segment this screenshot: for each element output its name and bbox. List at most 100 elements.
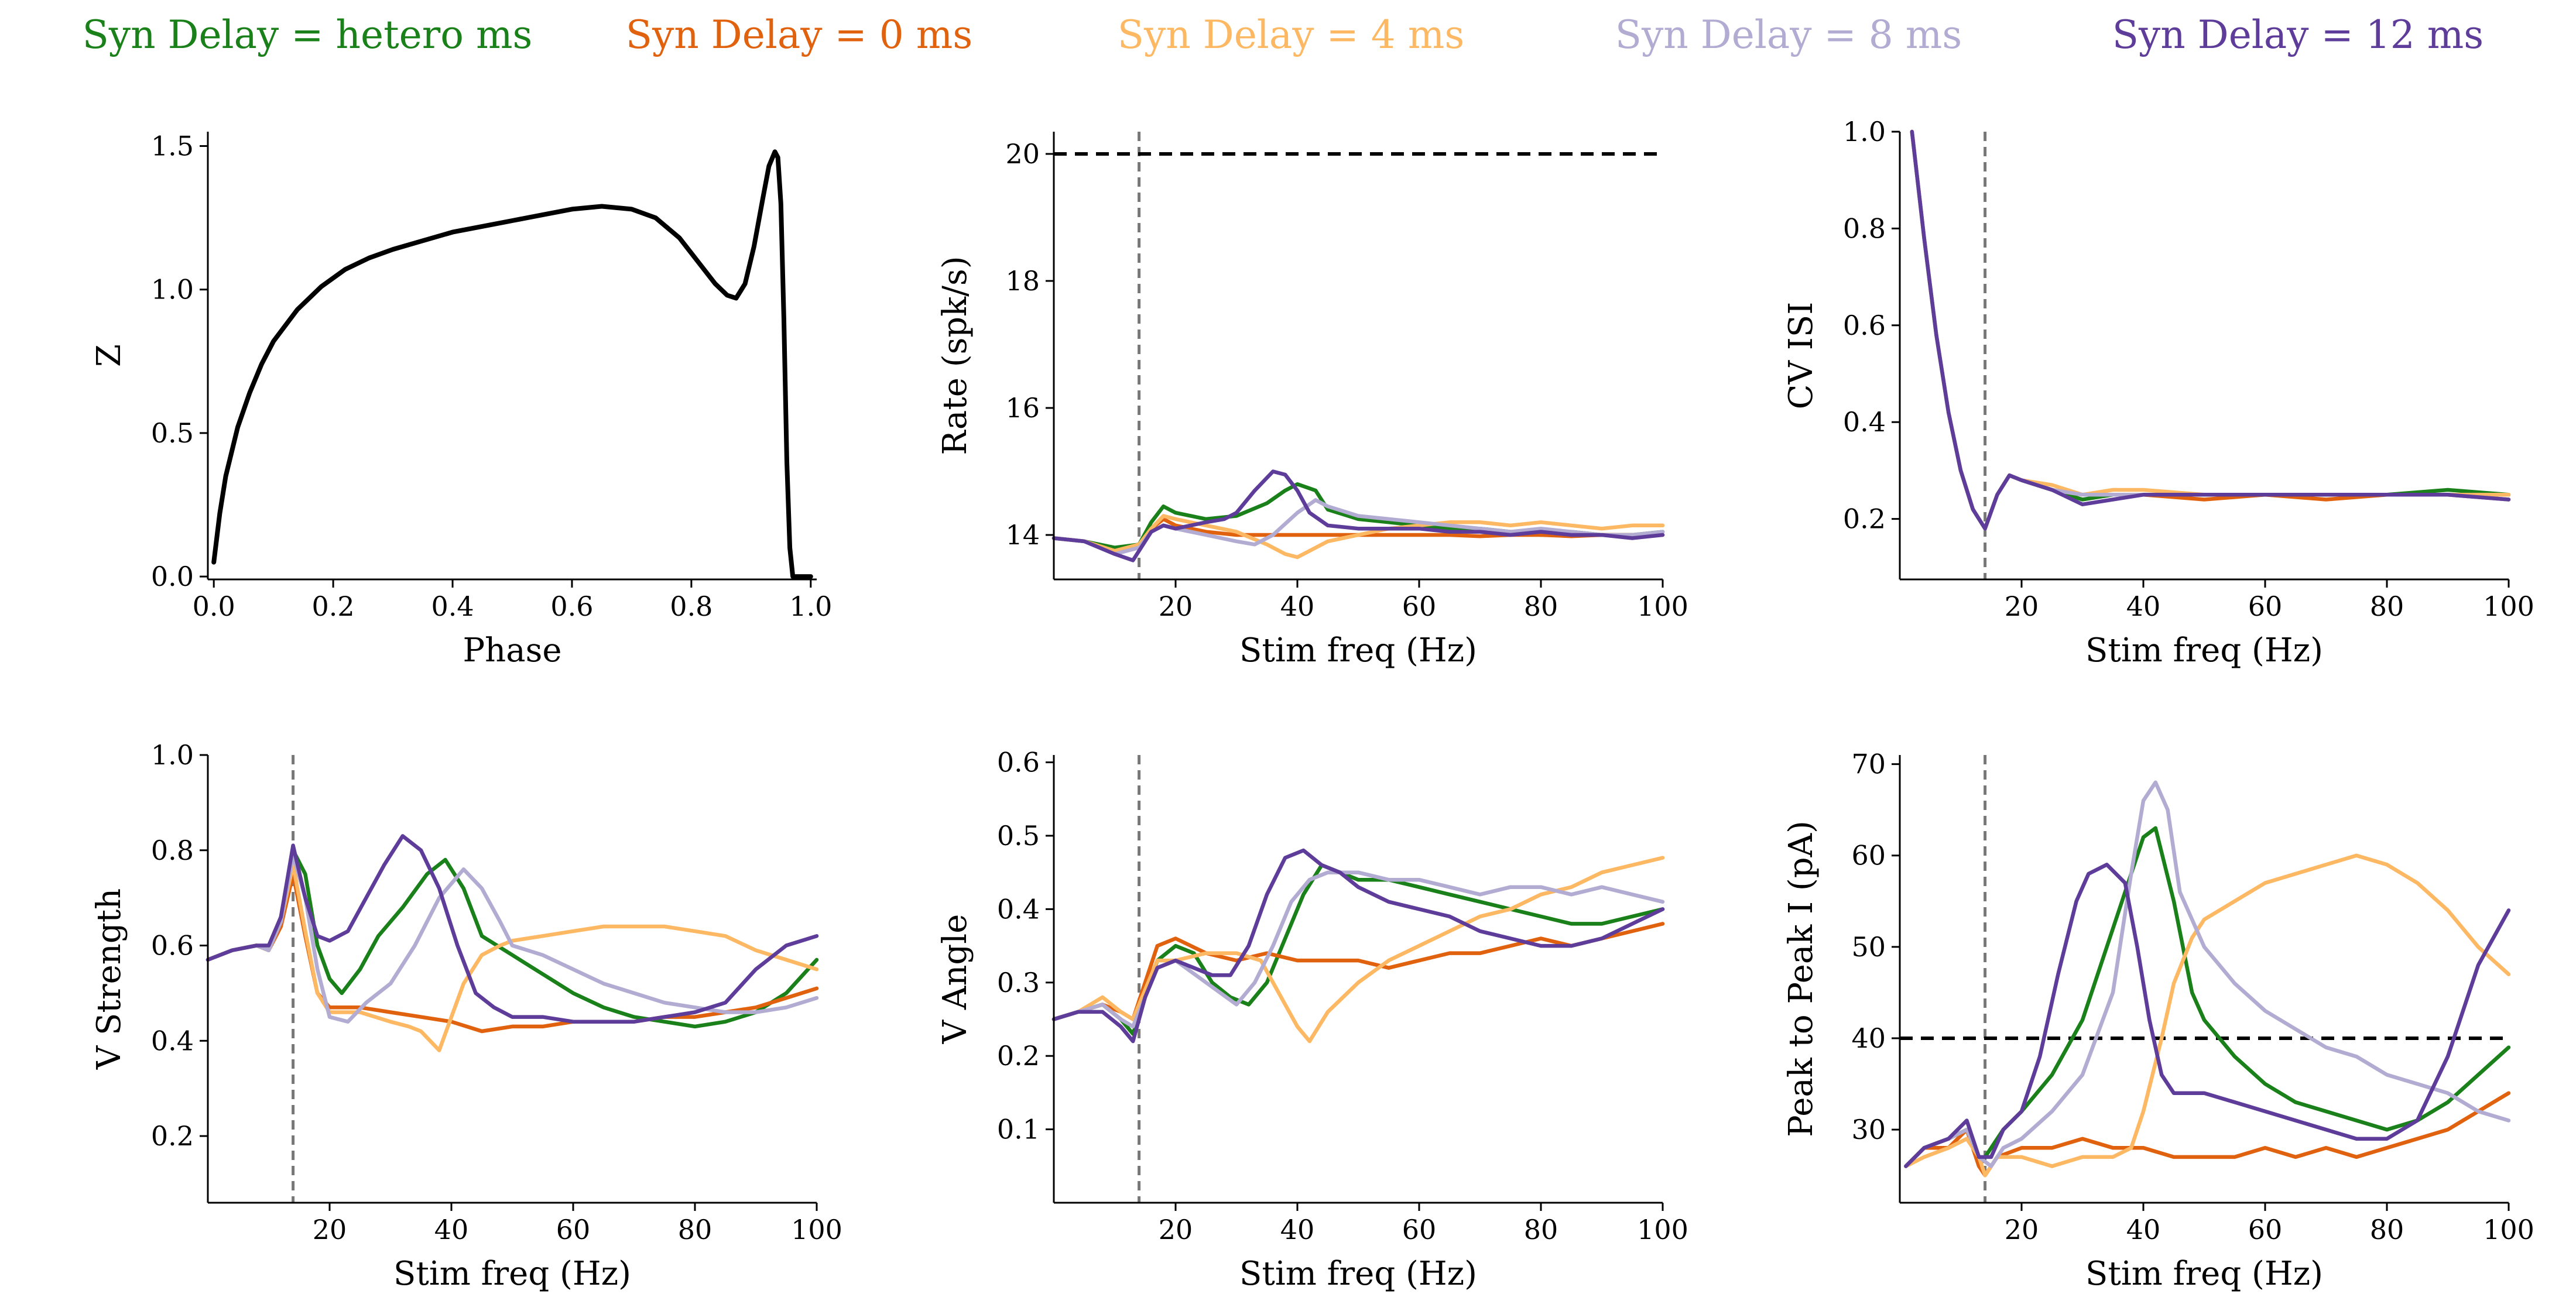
legend: Syn Delay = hetero ms Syn Delay = 0 ms Syn… <box>83 12 2484 57</box>
x-tick-label: 20 <box>2005 591 2039 622</box>
x-tick-label: 100 <box>1637 1214 1688 1245</box>
y-tick-label: 0.2 <box>997 1040 1040 1072</box>
panel-cv-isi: 20 40 60 80 100 0.2 0.4 0.6 0.8 1.0 Stim freq (Hz)… <box>1782 116 2534 670</box>
series-line <box>1051 856 1665 1044</box>
panel-phase-response: 0.0 0.2 0.4 0.6 0.8 1.0 0.0 0.5 1.0 1.5 Phase Z <box>90 131 832 670</box>
y-axis-label: V Strength <box>90 888 128 1070</box>
x-tick-label: 80 <box>2370 1214 2404 1245</box>
series-line <box>1051 922 1665 1021</box>
series-line <box>1051 863 1665 1036</box>
series-line <box>1051 514 1665 560</box>
x-axis-label: Stim freq (Hz) <box>1239 632 1477 670</box>
x-tick-label: 80 <box>678 1214 712 1245</box>
x-tick-label: 100 <box>1637 591 1688 622</box>
series-line <box>1051 848 1665 1044</box>
y-tick-label: 0.8 <box>1843 212 1886 244</box>
legend-entry: Syn Delay = 4 ms <box>1118 12 1464 57</box>
x-tick-label: 100 <box>2483 591 2534 622</box>
x-tick-label: 0.4 <box>431 591 474 622</box>
x-tick-label: 20 <box>313 1214 347 1245</box>
x-tick-label: 40 <box>1280 591 1315 622</box>
x-tick-label: 100 <box>791 1214 842 1245</box>
series-line <box>1904 780 2511 1168</box>
series-line <box>1051 870 1665 1029</box>
x-tick-label: 0.6 <box>550 591 593 622</box>
y-axis-label: CV ISI <box>1782 302 1820 410</box>
x-tick-label: 0.0 <box>193 591 235 622</box>
y-tick-label: 0.4 <box>997 893 1040 925</box>
x-tick-label: 40 <box>2126 1214 2161 1245</box>
y-tick-label: 0.1 <box>997 1114 1040 1145</box>
y-axis-label: Peak to Peak I (pA) <box>1782 821 1820 1137</box>
series-line <box>1904 853 2511 1178</box>
x-tick-label: 60 <box>1402 591 1437 622</box>
y-tick-label: 0.0 <box>151 561 194 592</box>
y-tick-label: 0.2 <box>1843 503 1886 535</box>
x-tick-label: 40 <box>434 1214 469 1245</box>
series-line <box>1910 129 2511 531</box>
x-axis-label: Stim freq (Hz) <box>2085 632 2323 670</box>
y-tick-label: 60 <box>1851 840 1886 871</box>
y-tick-label: 0.4 <box>1843 406 1886 438</box>
x-tick-label: 60 <box>2248 591 2283 622</box>
panel-v-strength: 20 40 60 80 100 0.2 0.4 0.6 0.8 1.0 Stim freq (Hz)… <box>90 739 842 1293</box>
y-tick-label: 0.6 <box>151 930 194 962</box>
y-tick-label: 1.5 <box>151 131 194 162</box>
x-tick-label: 60 <box>556 1214 591 1245</box>
x-tick-label: 20 <box>2005 1214 2039 1245</box>
y-tick-label: 1.0 <box>151 739 194 771</box>
x-axis-label: Stim freq (Hz) <box>393 1255 631 1293</box>
series-line <box>205 834 819 1024</box>
series-line <box>1910 129 2511 531</box>
legend-entry: Syn Delay = 8 ms <box>1615 12 1962 57</box>
y-tick-label: 70 <box>1851 749 1886 780</box>
y-tick-label: 20 <box>1005 138 1040 170</box>
x-tick-label: 0.8 <box>670 591 712 622</box>
x-tick-label: 40 <box>1280 1214 1315 1245</box>
x-tick-label: 1.0 <box>789 591 832 622</box>
series-line <box>1910 129 2511 531</box>
panel-v-angle: 20 40 60 80 100 0.1 0.2 0.3 0.4 0.5 0.6 Stim freq (… <box>936 747 1688 1293</box>
panels: 0.0 0.2 0.4 0.6 0.8 1.0 0.0 0.5 1.0 1.5 Phase Z 20 40… <box>90 116 2534 1293</box>
y-tick-label: 30 <box>1851 1114 1886 1145</box>
y-tick-label: 40 <box>1851 1022 1886 1054</box>
x-axis-label: Stim freq (Hz) <box>2085 1255 2323 1293</box>
x-tick-label: 80 <box>1524 591 1558 622</box>
legend-entry: Syn Delay = 0 ms <box>626 12 972 57</box>
panel-peak-to-peak: 20 40 60 80 100 30 40 50 60 70 Stim freq (Hz) Peak … <box>1782 749 2534 1293</box>
y-tick-label: 0.3 <box>997 967 1040 998</box>
y-tick-label: 0.5 <box>151 417 194 449</box>
y-axis-label: Rate (spk/s) <box>936 256 974 455</box>
x-axis-label: Stim freq (Hz) <box>1239 1255 1477 1293</box>
x-tick-label: 60 <box>2248 1214 2283 1245</box>
series-line <box>1904 863 2511 1168</box>
y-axis-label: Z <box>90 344 128 367</box>
y-tick-label: 0.8 <box>151 835 194 866</box>
y-tick-label: 16 <box>1005 392 1040 424</box>
y-tick-label: 18 <box>1005 265 1040 297</box>
series-line <box>1904 1091 2511 1178</box>
x-tick-label: 60 <box>1402 1214 1437 1245</box>
y-tick-label: 14 <box>1005 519 1040 551</box>
y-axis-label: V Angle <box>936 914 974 1045</box>
y-tick-label: 0.2 <box>151 1120 194 1152</box>
series-line <box>1910 129 2511 531</box>
x-tick-label: 20 <box>1159 591 1193 622</box>
y-tick-label: 0.6 <box>997 747 1040 778</box>
legend-entry: Syn Delay = 12 ms <box>2112 12 2483 57</box>
x-axis-label: Phase <box>463 632 561 670</box>
y-tick-label: 0.5 <box>997 820 1040 852</box>
series-line <box>211 149 813 579</box>
x-tick-label: 80 <box>2370 591 2404 622</box>
legend-entry: Syn Delay = hetero ms <box>83 12 533 57</box>
x-tick-label: 80 <box>1524 1214 1558 1245</box>
x-tick-label: 0.2 <box>312 591 355 622</box>
series-line <box>1051 469 1665 562</box>
panel-rate: 20 40 60 80 100 14 16 18 20 Stim freq (Hz) Rate (s… <box>936 132 1688 670</box>
y-tick-label: 0.4 <box>151 1025 194 1056</box>
y-tick-label: 1.0 <box>1843 116 1886 147</box>
y-tick-label: 50 <box>1851 931 1886 963</box>
x-tick-label: 20 <box>1159 1214 1193 1245</box>
series-line <box>1910 129 2511 531</box>
